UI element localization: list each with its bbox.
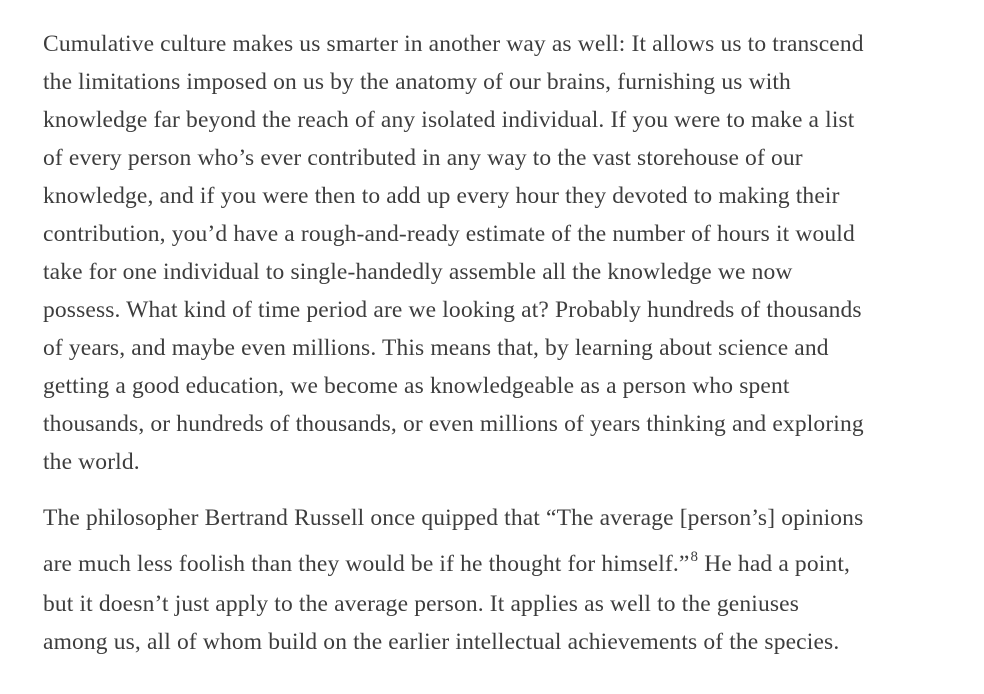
- text-line: Cumulative culture makes us smarter in a…: [43, 31, 864, 57]
- text-line: but it doesn’t just apply to the average…: [43, 591, 800, 617]
- text-line: knowledge, and if you were then to add u…: [43, 183, 840, 209]
- text-line: of every person who’s ever contributed i…: [43, 145, 803, 171]
- text-line: the world.: [43, 449, 140, 475]
- text-line: thousands, or hundreds of thousands, or …: [43, 411, 864, 437]
- text-line: knowledge far beyond the reach of any is…: [43, 107, 855, 133]
- text-line: of years, and maybe even millions. This …: [43, 335, 829, 361]
- text-line: the limitations imposed on us by the ana…: [43, 69, 791, 95]
- text-line: The philosopher Bertrand Russell once qu…: [43, 505, 864, 531]
- text-line: contribution, you’d have a rough-and-rea…: [43, 221, 855, 247]
- text-line: getting a good education, we become as k…: [43, 373, 790, 399]
- text-line: among us, all of whom build on the earli…: [43, 629, 840, 655]
- text-line: are much less foolish than they would be…: [43, 549, 851, 578]
- text-segment: are much less foolish than they would be…: [43, 551, 690, 577]
- paragraph-1: Cumulative culture makes us smarter in a…: [43, 25, 963, 481]
- text-line: possess. What kind of time period are we…: [43, 297, 862, 323]
- text-line: take for one individual to single-handed…: [43, 259, 793, 285]
- footnote-reference[interactable]: 8: [690, 549, 699, 565]
- text-segment: He had a point,: [698, 551, 851, 577]
